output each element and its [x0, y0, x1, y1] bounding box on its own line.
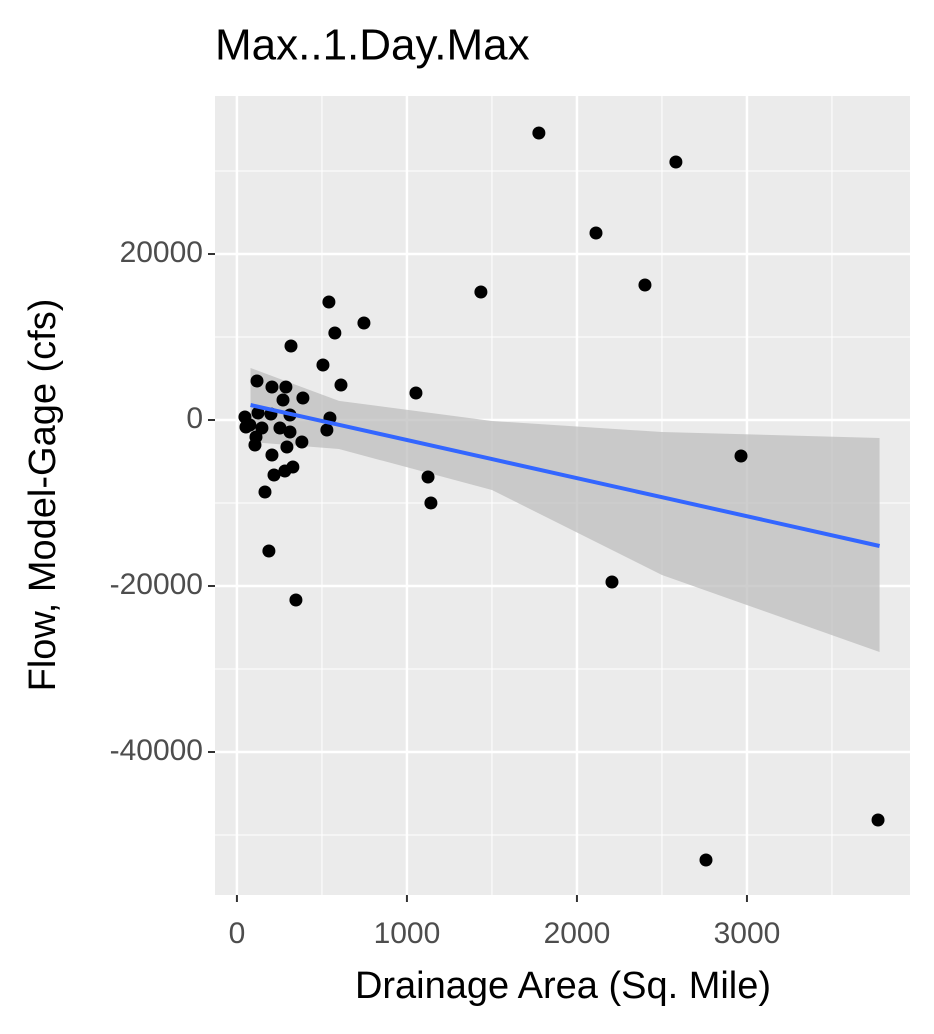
point [296, 391, 310, 405]
point [251, 406, 265, 420]
point [328, 326, 342, 340]
point [267, 468, 281, 482]
point [322, 295, 336, 309]
y-tick-label: 20000 [120, 236, 203, 269]
regression-line [250, 403, 881, 548]
point [284, 339, 298, 353]
y-tick-label: -20000 [110, 568, 203, 601]
y-tick-label: -40000 [110, 734, 203, 767]
point [273, 421, 287, 435]
point [409, 386, 423, 400]
point [734, 449, 748, 463]
point [357, 316, 371, 330]
point [279, 380, 293, 394]
point [605, 575, 619, 589]
point [424, 496, 438, 510]
point [421, 470, 435, 484]
point [265, 380, 279, 394]
point [871, 813, 885, 827]
point [250, 374, 264, 388]
point [262, 544, 276, 558]
point [638, 278, 652, 292]
point [669, 155, 683, 169]
point [249, 430, 263, 444]
point [334, 378, 348, 392]
x-tick-label: 0 [229, 917, 246, 950]
y-axis-title: Flow, Model-Gage (cfs) [22, 299, 64, 692]
x-tick-label: 2000 [544, 917, 611, 950]
point [239, 420, 253, 434]
y-tick-label: 0 [186, 402, 203, 435]
point [532, 126, 546, 140]
chart-title: Max..1.Day.Max [215, 21, 530, 70]
point [295, 435, 309, 449]
point [276, 393, 290, 407]
point [316, 358, 330, 372]
point [283, 425, 297, 439]
x-tick-label: 1000 [374, 917, 441, 950]
point [699, 853, 713, 867]
point [589, 226, 603, 240]
point [280, 440, 294, 454]
point [289, 593, 303, 607]
x-tick-label: 3000 [714, 917, 781, 950]
point [265, 448, 279, 462]
point [320, 423, 334, 437]
point [474, 285, 488, 299]
x-axis-title: Drainage Area (Sq. Mile) [355, 965, 771, 1007]
point [278, 464, 292, 478]
point [258, 485, 272, 499]
